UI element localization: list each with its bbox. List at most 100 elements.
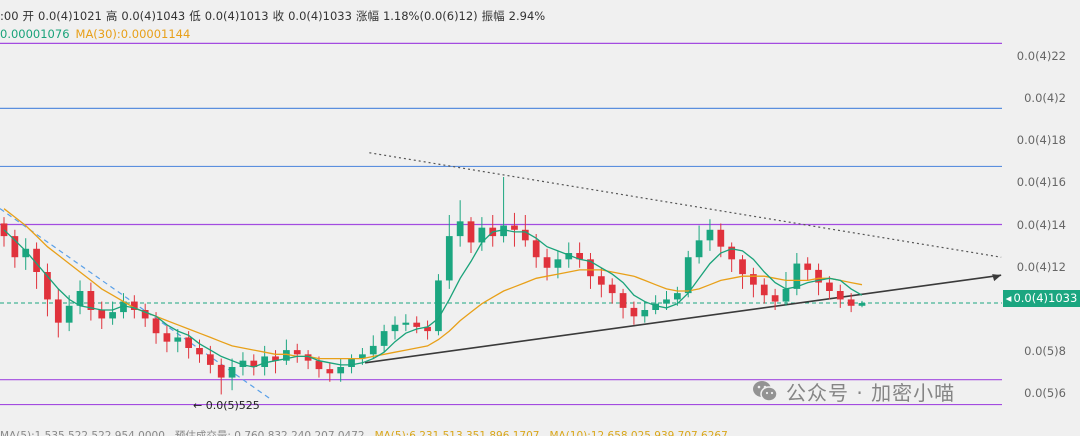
candle-body [33,248,40,272]
low-label: 低 [189,9,201,23]
candle-body [402,322,410,325]
current-price-tag: ◂ 0.0(4)1033 [1003,290,1080,307]
candle-body [435,280,442,332]
candle-body [76,291,84,306]
low-marker-text: 0.0(5)525 [205,399,260,412]
y-tick-label: 0.0(4)14 [1016,217,1066,232]
candle-body [652,303,660,310]
ohlc-header: :00 开 0.0(4)1021 高 0.0(4)1043 低 0.0(4)10… [0,7,545,25]
candle-body [163,333,171,342]
open-label: 开 [22,9,35,23]
ma30-line [3,208,863,360]
candle-body [65,305,73,323]
candle-body [771,295,779,302]
candle-body [728,246,736,260]
y-tick-label: 0.0(4)18 [1016,133,1066,148]
candle-body [554,259,562,268]
open-value: 0.0(4)1021 [38,9,102,23]
left-arrow-icon: ← [193,399,203,412]
ma-indicator-row: 0.00001076 MA(30):0.00001144 [0,27,190,41]
trendline-0 [369,152,1002,258]
candle-body [576,253,583,260]
wechat-icon [752,379,778,403]
trendline-1 [364,274,1002,364]
candle-body [565,253,573,260]
candle-body [228,367,236,378]
low-marker-label: ← 0.0(5)525 [193,399,260,412]
candle-body [0,223,8,237]
candle-body [380,331,388,346]
volume-text-3: MA(5):6,231,513,351,896.1707 [374,430,540,436]
candle-body [315,360,323,370]
candle-body [369,345,377,355]
candle-body [630,307,638,317]
candle-body [478,227,486,243]
y-tick-label: 0.0(5)8 [1024,344,1066,359]
candle-body [152,318,160,334]
left-arrow-icon: ◂ [1005,291,1012,305]
volume-indicator-row: MA(5):1,535,522,522,954.0000 预估成交量: 0.76… [0,427,728,436]
candle-body [250,360,258,367]
header-time: :00 [0,9,19,23]
candle-body [413,322,421,327]
y-tick-label: 0.0(4)22 [1016,48,1066,63]
candle-body [663,299,670,304]
candle-body [141,310,149,319]
candle-body [456,221,464,237]
candle-body [337,367,345,374]
candle-body [120,301,127,313]
amplitude-value: 2.94% [508,9,546,23]
watermark-text: 公众号 · 加密小喵 [786,380,956,405]
candle-body [174,337,182,342]
candle-body [793,263,801,289]
candle-body [641,310,649,317]
candle-body [587,259,594,277]
y-tick-label: 0.0(4)16 [1016,175,1066,190]
candle-body [109,312,116,319]
candle-body [858,303,866,306]
candle-body [424,326,431,332]
candle-body [804,263,812,270]
candle-body [206,354,214,365]
candle-body [760,284,768,296]
candle-body [521,229,529,241]
candle-body [815,269,822,283]
candle-body [467,221,475,243]
trendline-arrow-icon [992,274,1002,282]
candle-body [445,236,453,281]
candle-body [196,348,203,355]
y-tick-label: 0.0(4)2 [1024,90,1066,105]
candle-body [826,282,833,291]
candle-body [836,291,844,300]
candle-body [87,291,95,310]
candle-body [619,293,627,308]
candle-body [44,272,51,300]
candle-body [304,354,312,361]
candle-body [500,225,507,237]
volume-text-2: 预估成交量: 0.760,832,240,207.0472 [174,430,365,436]
candle-body [283,350,290,361]
candle-body [54,299,62,323]
candle-body [684,257,692,294]
candle-body [22,248,30,258]
candle-body [217,364,225,378]
low-value: 0.0(4)1013 [204,9,269,23]
candle-body [608,284,616,294]
candle-body [239,360,247,367]
candle-body [739,259,746,275]
candle-body [750,274,757,285]
candle-body [717,229,725,247]
watermark: 公众号 · 加密小喵 [752,376,955,406]
ma5-line [3,229,863,368]
change-label: 涨幅 [355,9,379,23]
candle-body [348,358,355,367]
candle-body [11,236,19,258]
amplitude-label: 振幅 [481,9,505,23]
candle-body [706,229,714,241]
candle-body [98,310,106,319]
candle-body [261,356,269,367]
ma30-value: 0.00001144 [120,27,191,41]
ma5-value: 0.00001076 [0,27,70,41]
